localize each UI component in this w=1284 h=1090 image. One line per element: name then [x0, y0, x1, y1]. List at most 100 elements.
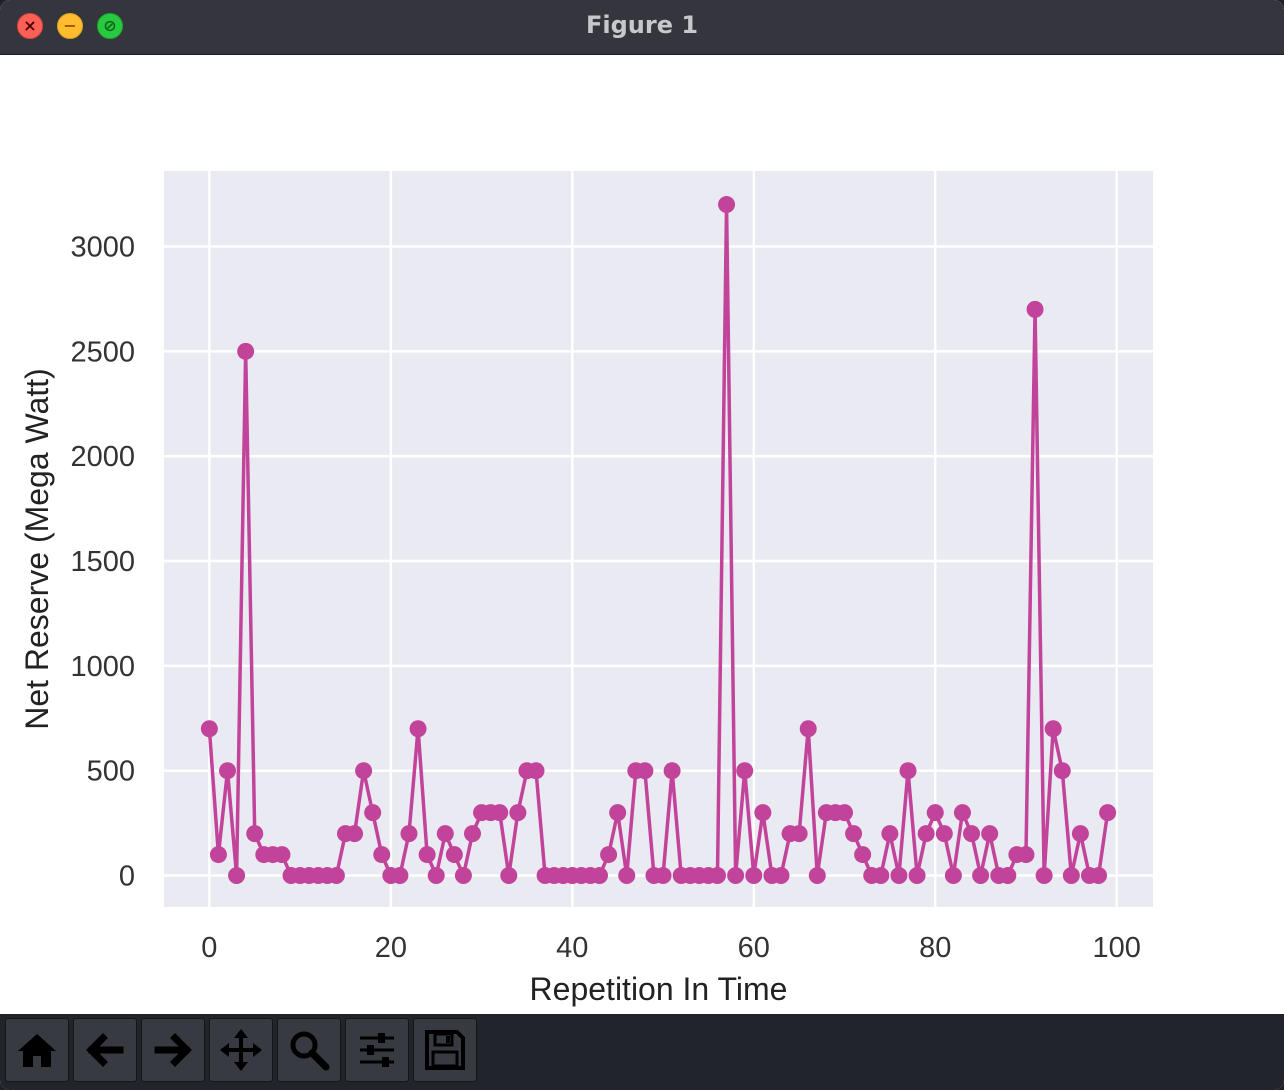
home-icon	[18, 1034, 56, 1067]
move-icon	[220, 1029, 262, 1071]
data-point	[327, 867, 345, 885]
data-point	[872, 867, 890, 885]
y-tick-label: 1000	[70, 651, 135, 683]
data-point	[890, 867, 908, 885]
data-point	[999, 867, 1017, 885]
close-window-button[interactable]: ×	[17, 13, 43, 39]
data-point	[373, 846, 391, 864]
data-point	[963, 825, 981, 843]
data-point	[935, 825, 953, 843]
y-axis-label: Net Reserve (Mega Watt)	[19, 368, 55, 730]
zoom-button[interactable]	[277, 1018, 341, 1082]
plot-area	[164, 171, 1153, 907]
data-point	[1017, 846, 1035, 864]
data-point	[463, 825, 481, 843]
data-point	[636, 762, 654, 780]
data-point	[981, 825, 999, 843]
data-point	[418, 846, 436, 864]
x-axis-label: Repetition In Time	[530, 971, 788, 1007]
figure-canvas[interactable]: 0 20 40 60 80 100 0 500 1000 1500 2000 2500 3000 Repe…	[0, 55, 1284, 1014]
data-point	[708, 867, 726, 885]
data-point	[200, 720, 218, 738]
data-point	[1090, 867, 1108, 885]
data-point	[1071, 825, 1089, 843]
close-icon: ×	[23, 16, 37, 35]
data-point	[845, 825, 863, 843]
data-point	[228, 867, 246, 885]
data-point	[591, 867, 609, 885]
arrow-right-icon	[154, 1033, 192, 1067]
maximize-window-button[interactable]: ⊘	[97, 13, 123, 39]
data-point	[509, 804, 527, 822]
data-point	[400, 825, 418, 843]
data-point	[427, 867, 445, 885]
data-point	[727, 867, 745, 885]
data-point	[491, 804, 509, 822]
data-point	[663, 762, 681, 780]
magnifier-icon	[290, 1031, 330, 1071]
data-point	[355, 762, 373, 780]
data-point	[436, 825, 454, 843]
data-point	[618, 867, 636, 885]
data-point	[1053, 762, 1071, 780]
data-point	[527, 762, 545, 780]
data-point	[1062, 867, 1080, 885]
navigation-toolbar	[0, 1014, 1284, 1090]
x-tick-label: 60	[738, 932, 770, 964]
y-tick-label: 3000	[70, 231, 135, 263]
data-point	[718, 196, 736, 214]
sliders-icon	[360, 1033, 394, 1067]
home-button[interactable]	[5, 1018, 69, 1082]
forward-button[interactable]	[141, 1018, 205, 1082]
data-point	[917, 825, 935, 843]
data-point	[237, 342, 255, 360]
data-point	[926, 804, 944, 822]
data-point	[953, 804, 971, 822]
data-point	[219, 762, 237, 780]
data-point	[836, 804, 854, 822]
pan-button[interactable]	[209, 1018, 273, 1082]
x-tick-label: 0	[201, 932, 217, 964]
data-point	[944, 867, 962, 885]
line-chart: 0 20 40 60 80 100050010001500200025003000Repe…	[19, 171, 1153, 1007]
data-point	[790, 825, 808, 843]
data-point	[745, 867, 763, 885]
save-button[interactable]	[413, 1018, 477, 1082]
data-point	[808, 867, 826, 885]
data-point	[391, 867, 409, 885]
data-point	[799, 720, 817, 738]
window-title: Figure 1	[585, 11, 699, 39]
data-point	[1026, 300, 1044, 318]
data-point	[409, 720, 427, 738]
arrow-left-icon	[86, 1033, 124, 1067]
y-tick-label: 2000	[70, 441, 135, 473]
y-tick-label: 500	[87, 756, 135, 788]
data-point	[754, 804, 772, 822]
data-point	[1044, 720, 1062, 738]
y-tick-label: 0	[119, 861, 135, 893]
data-point	[364, 804, 382, 822]
data-point	[899, 762, 917, 780]
data-point	[500, 867, 518, 885]
y-tick-label: 2500	[70, 336, 135, 368]
back-button[interactable]	[73, 1018, 137, 1082]
data-point	[736, 762, 754, 780]
data-point	[273, 846, 291, 864]
data-point	[1035, 867, 1053, 885]
data-point	[908, 867, 926, 885]
floppy-disk-icon	[425, 1030, 465, 1070]
data-point	[772, 867, 790, 885]
data-point	[1099, 804, 1117, 822]
data-point	[654, 867, 672, 885]
data-point	[445, 846, 463, 864]
minimize-window-button[interactable]: −	[57, 13, 83, 39]
x-tick-label: 40	[556, 932, 588, 964]
data-point	[454, 867, 472, 885]
configure-subplots-button[interactable]	[345, 1018, 409, 1082]
minimize-icon: −	[63, 16, 77, 35]
data-point	[246, 825, 264, 843]
data-point	[600, 846, 618, 864]
x-tick-label: 80	[919, 932, 951, 964]
x-tick-label: 100	[1093, 932, 1141, 964]
